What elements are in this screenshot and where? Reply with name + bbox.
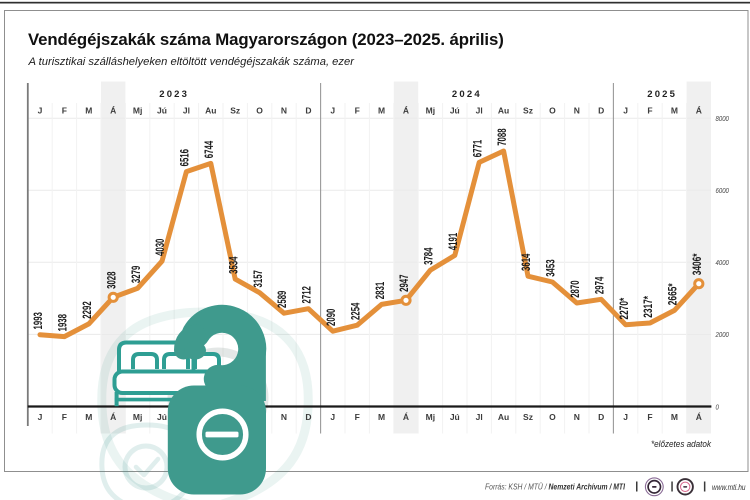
svg-text:Mj: Mj <box>133 412 142 422</box>
svg-text:J: J <box>330 412 335 422</box>
svg-text:Jú: Jú <box>157 412 167 422</box>
svg-text:D: D <box>305 412 311 422</box>
svg-text:F: F <box>355 106 360 116</box>
svg-text:0: 0 <box>716 402 720 411</box>
svg-text:D: D <box>598 412 604 422</box>
svg-text:3453: 3453 <box>544 259 558 277</box>
svg-text:4000: 4000 <box>716 258 730 267</box>
svg-text:Á: Á <box>696 106 702 116</box>
svg-text:J: J <box>623 106 628 116</box>
svg-text:2665*: 2665* <box>666 283 680 305</box>
svg-text:3784: 3784 <box>422 247 436 265</box>
svg-text:M: M <box>85 412 92 422</box>
svg-text:Mj: Mj <box>426 412 435 422</box>
svg-text:J: J <box>38 412 43 422</box>
svg-text:Sz: Sz <box>523 412 533 422</box>
svg-text:2974: 2974 <box>592 276 606 294</box>
svg-text:Forrás: KSH / MTÜ / Nemzeti Ar: Forrás: KSH / MTÜ / Nemzeti Archívum / M… <box>485 482 626 492</box>
svg-text:N: N <box>574 106 580 116</box>
svg-text:4030: 4030 <box>153 238 167 256</box>
svg-text:Sz: Sz <box>230 106 240 116</box>
svg-text:www.mti.hu: www.mti.hu <box>712 483 746 492</box>
svg-text:6000: 6000 <box>716 186 730 195</box>
svg-text:J: J <box>623 412 628 422</box>
svg-text:2870: 2870 <box>568 280 582 298</box>
svg-text:N: N <box>574 412 580 422</box>
svg-text:Au: Au <box>205 106 216 116</box>
svg-text:2831: 2831 <box>373 282 387 300</box>
svg-text:Au: Au <box>498 106 509 116</box>
svg-text:N: N <box>281 412 287 422</box>
svg-text:A turisztikai szálláshelyeken: A turisztikai szálláshelyeken eltöltött … <box>28 56 356 68</box>
svg-text:Mj: Mj <box>426 106 435 116</box>
svg-text:3614: 3614 <box>519 253 533 271</box>
svg-text:J: J <box>38 106 43 116</box>
svg-text:2270*: 2270* <box>617 297 631 319</box>
svg-text:M: M <box>671 412 678 422</box>
svg-text:2023: 2023 <box>159 89 189 100</box>
svg-text:Mj: Mj <box>133 106 142 116</box>
svg-text:7088: 7088 <box>495 128 509 146</box>
svg-text:F: F <box>355 412 360 422</box>
svg-text:2024: 2024 <box>452 89 482 100</box>
svg-text:Jú: Jú <box>157 106 167 116</box>
svg-text:J: J <box>330 106 335 116</box>
svg-text:2254: 2254 <box>348 302 362 320</box>
svg-text:*előzetes adatok: *előzetes adatok <box>651 439 711 449</box>
svg-text:Vendégéjszakák száma Magyarors: Vendégéjszakák száma Magyarországon (202… <box>28 30 504 49</box>
svg-text:3534: 3534 <box>226 256 240 274</box>
svg-text:Á: Á <box>696 412 702 422</box>
svg-text:Jl: Jl <box>476 106 483 116</box>
svg-text:6771: 6771 <box>470 140 484 158</box>
svg-text:Jú: Jú <box>450 412 460 422</box>
svg-text:2317*: 2317* <box>641 296 655 318</box>
svg-text:F: F <box>647 106 652 116</box>
svg-text:3279: 3279 <box>129 265 143 283</box>
svg-text:4191: 4191 <box>446 233 460 251</box>
svg-text:O: O <box>256 106 263 116</box>
svg-text:3406*: 3406* <box>690 253 704 275</box>
svg-text:Jl: Jl <box>476 412 483 422</box>
svg-text:6516: 6516 <box>178 149 192 167</box>
svg-text:F: F <box>62 106 67 116</box>
svg-text:M: M <box>671 106 678 116</box>
svg-text:D: D <box>598 106 604 116</box>
svg-text:M: M <box>378 106 385 116</box>
svg-text:2589: 2589 <box>275 290 289 308</box>
svg-text:2025: 2025 <box>647 89 677 100</box>
svg-text:Jl: Jl <box>183 106 190 116</box>
svg-text:Á: Á <box>110 412 116 422</box>
svg-text:O: O <box>549 412 556 422</box>
svg-text:Sz: Sz <box>523 106 533 116</box>
svg-text:1993: 1993 <box>31 312 45 330</box>
svg-text:Jú: Jú <box>450 106 460 116</box>
svg-text:Á: Á <box>403 412 409 422</box>
svg-text:6744: 6744 <box>202 141 216 159</box>
svg-text:Au: Au <box>498 412 509 422</box>
svg-text:O: O <box>549 106 556 116</box>
svg-text:8000: 8000 <box>716 114 730 123</box>
svg-text:2947: 2947 <box>397 274 411 292</box>
svg-text:D: D <box>305 106 311 116</box>
svg-text:2000: 2000 <box>715 330 730 339</box>
svg-text:3157: 3157 <box>251 270 265 288</box>
svg-text:M: M <box>378 412 385 422</box>
svg-text:2090: 2090 <box>324 308 338 326</box>
svg-text:3028: 3028 <box>104 271 118 289</box>
svg-text:F: F <box>62 412 67 422</box>
svg-text:F: F <box>647 412 652 422</box>
svg-text:1938: 1938 <box>56 314 70 332</box>
svg-text:2712: 2712 <box>300 286 314 304</box>
svg-text:Á: Á <box>403 106 409 116</box>
svg-text:Á: Á <box>110 106 116 116</box>
svg-text:M: M <box>85 106 92 116</box>
svg-text:N: N <box>281 106 287 116</box>
svg-text:2292: 2292 <box>80 301 94 319</box>
